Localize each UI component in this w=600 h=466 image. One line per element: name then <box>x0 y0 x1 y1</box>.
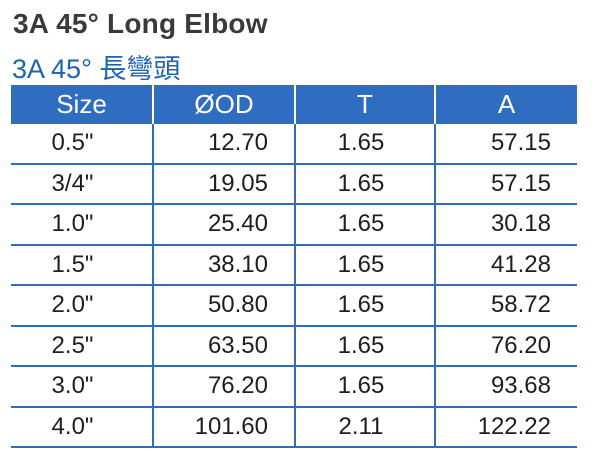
header-a: A <box>434 85 577 124</box>
table-row: 2.5" 63.50 1.65 76.20 <box>11 325 577 367</box>
page-title: 3A 45° Long Elbow <box>13 8 268 39</box>
cell-od: 25.40 <box>152 204 295 246</box>
cell-t: 1.65 <box>294 123 435 165</box>
cell-size: 4.0" <box>11 406 153 448</box>
header-od: ØOD <box>152 85 295 124</box>
cell-t: 1.65 <box>294 366 435 408</box>
cell-t: 1.65 <box>294 163 435 205</box>
cell-t: 2.11 <box>294 406 435 448</box>
table-row: 4.0" 101.60 2.11 122.22 <box>11 406 577 448</box>
cell-a: 57.15 <box>434 123 577 165</box>
header-size: Size <box>11 85 153 124</box>
cell-od: 19.05 <box>152 163 295 205</box>
cell-size: 2.0" <box>11 285 153 327</box>
cell-a: 76.20 <box>434 325 577 367</box>
header-t: T <box>294 85 435 124</box>
cell-od: 38.10 <box>152 244 295 286</box>
cell-t: 1.65 <box>294 244 435 286</box>
cell-od: 50.80 <box>152 285 295 327</box>
cell-od: 101.60 <box>152 406 295 448</box>
cell-a: 93.68 <box>434 366 577 408</box>
table-header-row: Size ØOD T A <box>11 85 577 124</box>
cell-od: 12.70 <box>152 123 295 165</box>
table-row: 0.5" 12.70 1.65 57.15 <box>11 123 577 165</box>
cell-a: 58.72 <box>434 285 577 327</box>
table-row: 1.0" 25.40 1.65 30.18 <box>11 204 577 246</box>
cell-a: 122.22 <box>434 406 577 448</box>
cell-t: 1.65 <box>294 204 435 246</box>
cell-size: 3.0" <box>11 366 153 408</box>
cell-od: 63.50 <box>152 325 295 367</box>
cell-size: 0.5" <box>11 123 153 165</box>
cell-size: 1.0" <box>11 204 153 246</box>
cell-a: 57.15 <box>434 163 577 205</box>
page-subtitle: 3A 45° 長彎頭 <box>12 54 181 84</box>
cell-t: 1.65 <box>294 285 435 327</box>
table-row: 3/4" 19.05 1.65 57.15 <box>11 163 577 205</box>
cell-size: 3/4" <box>11 163 153 205</box>
cell-size: 1.5" <box>11 244 153 286</box>
table-row: 1.5" 38.10 1.65 41.28 <box>11 244 577 286</box>
cell-od: 76.20 <box>152 366 295 408</box>
table-row: 3.0" 76.20 1.65 93.68 <box>11 366 577 408</box>
table-row: 2.0" 50.80 1.65 58.72 <box>11 285 577 327</box>
cell-size: 2.5" <box>11 325 153 367</box>
dimension-table: Size ØOD T A 0.5" 12.70 1.65 57.15 3/4" … <box>11 85 577 448</box>
cell-a: 30.18 <box>434 204 577 246</box>
cell-a: 41.28 <box>434 244 577 286</box>
cell-t: 1.65 <box>294 325 435 367</box>
